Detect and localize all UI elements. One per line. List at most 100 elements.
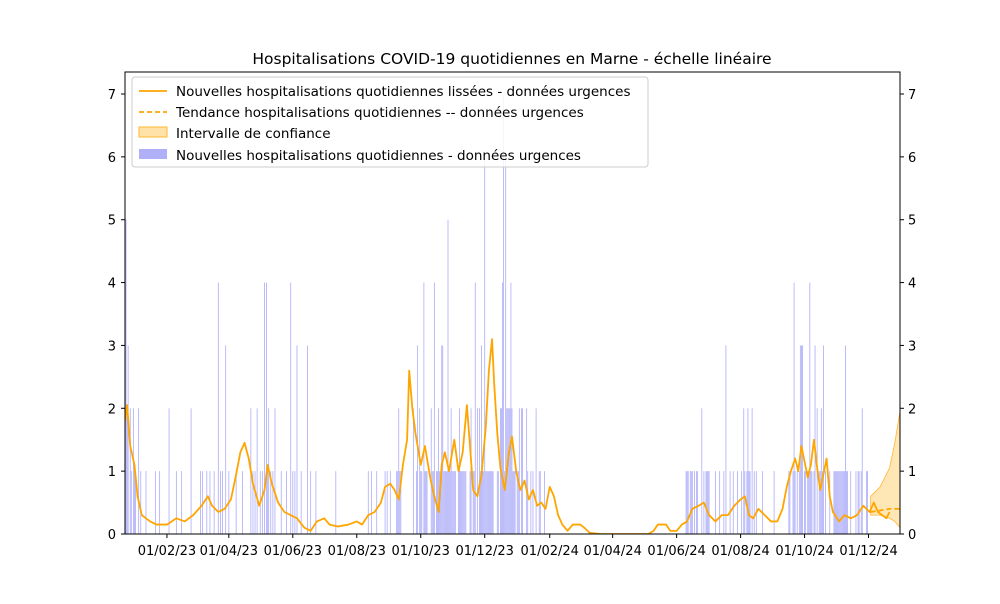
daily-bar	[497, 471, 499, 534]
daily-bar	[296, 345, 298, 534]
daily-bar	[855, 471, 857, 534]
daily-bar	[432, 471, 434, 534]
daily-bar	[749, 471, 751, 534]
daily-bar	[793, 282, 795, 534]
daily-bar	[438, 408, 439, 534]
daily-bar	[461, 471, 463, 534]
daily-bar	[437, 471, 438, 534]
daily-bar	[254, 471, 256, 534]
daily-bar	[483, 471, 485, 534]
daily-bar	[520, 408, 522, 534]
daily-bar	[837, 471, 839, 534]
daily-bar	[820, 408, 822, 534]
daily-bar	[417, 345, 419, 534]
y-tick-label-left: 2	[108, 402, 116, 417]
daily-bar	[507, 408, 509, 534]
daily-bar	[839, 471, 841, 534]
daily-bar	[242, 471, 243, 534]
daily-bar	[488, 471, 490, 534]
daily-bar	[469, 471, 471, 534]
daily-bar	[473, 471, 475, 534]
y-tick-label-left: 5	[108, 214, 116, 229]
daily-bar	[444, 471, 446, 534]
daily-bar	[450, 408, 452, 534]
daily-bar	[696, 471, 697, 534]
daily-bar	[715, 471, 716, 534]
daily-bar	[843, 471, 845, 534]
daily-bar	[753, 471, 755, 534]
daily-bar	[707, 471, 709, 534]
daily-bar	[213, 471, 215, 534]
daily-bar	[808, 471, 810, 534]
plot-area	[125, 94, 900, 534]
daily-bar	[741, 471, 743, 534]
daily-bar	[701, 408, 703, 534]
daily-bar	[747, 408, 749, 534]
daily-bar	[252, 471, 254, 534]
daily-bar	[423, 282, 425, 534]
daily-bar	[431, 471, 433, 534]
daily-bar	[367, 471, 369, 534]
y-tick-label-right: 1	[908, 465, 916, 480]
daily-bar	[825, 471, 826, 534]
daily-bar	[794, 471, 796, 534]
daily-bar	[861, 408, 863, 534]
daily-bar	[129, 408, 131, 534]
y-tick-label-right: 7	[908, 88, 916, 103]
daily-bar	[376, 471, 378, 534]
y-tick-label-right: 0	[908, 528, 916, 543]
daily-bar	[127, 345, 129, 534]
daily-bar	[719, 471, 721, 534]
legend-frame	[131, 76, 649, 168]
daily-bar	[796, 471, 798, 534]
daily-bar	[451, 471, 453, 534]
legend-label-smoothed: Nouvelles hospitalisations quotidiennes …	[176, 84, 630, 100]
daily-bar	[168, 408, 170, 534]
daily-bar	[181, 471, 183, 534]
daily-bar	[723, 471, 725, 534]
daily-bar	[286, 471, 287, 534]
legend-swatch-confidence	[138, 126, 168, 138]
daily-bar	[412, 408, 414, 534]
daily-bar	[460, 471, 462, 534]
daily-bar	[838, 471, 840, 534]
daily-bar	[274, 408, 276, 534]
daily-bar	[496, 471, 498, 534]
daily-bar	[755, 471, 757, 534]
y-tick-label-left: 6	[108, 151, 116, 166]
x-tick-label: 01/08/24	[711, 544, 769, 559]
daily-bar	[126, 408, 128, 534]
x-tick-label: 01/06/23	[264, 544, 322, 559]
daily-bar	[732, 471, 734, 534]
daily-bar	[491, 471, 493, 534]
daily-bar	[482, 471, 484, 534]
daily-bar	[389, 471, 391, 534]
daily-bar	[502, 282, 503, 534]
daily-bar	[866, 471, 867, 534]
y-tick-label-right: 6	[908, 151, 916, 166]
daily-bar	[773, 471, 775, 534]
daily-bar	[836, 471, 838, 534]
daily-bar	[270, 471, 272, 534]
daily-bar	[505, 156, 507, 534]
daily-bar	[154, 471, 156, 534]
daily-bar	[729, 471, 731, 534]
daily-bar	[690, 471, 692, 534]
daily-bar	[217, 282, 219, 534]
y-tick-label-left: 0	[108, 528, 116, 543]
daily-bar	[397, 471, 399, 534]
daily-bar	[489, 471, 491, 534]
daily-bar	[132, 408, 134, 534]
daily-bar	[509, 408, 511, 534]
daily-bar	[687, 471, 689, 534]
x-tick-label: 01/10/24	[775, 544, 833, 559]
daily-bar	[420, 471, 422, 534]
daily-bar	[807, 471, 809, 534]
daily-bar	[792, 471, 794, 534]
daily-bar	[449, 471, 451, 534]
daily-bar	[802, 345, 803, 534]
daily-bar	[725, 345, 727, 534]
daily-bar	[443, 471, 445, 534]
daily-bar	[512, 471, 514, 534]
daily-bar	[486, 471, 488, 534]
